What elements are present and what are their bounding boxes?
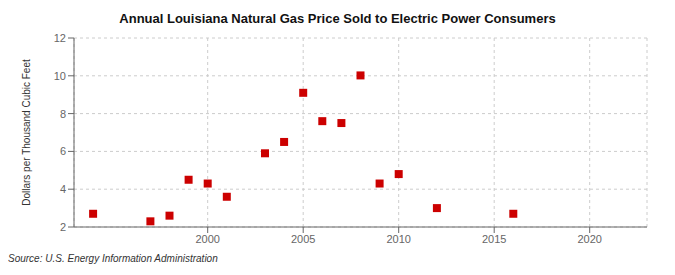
svg-text:6: 6	[60, 145, 66, 157]
svg-text:10: 10	[54, 70, 66, 82]
svg-text:12: 12	[54, 32, 66, 44]
svg-text:2: 2	[60, 221, 66, 233]
html-text:Source: U.S. Energy Informatio: Source: U.S. Energy Information Administ…	[8, 253, 218, 264]
svg-text:4: 4	[60, 183, 66, 195]
html-text:Annual Louisiana Natural Gas P: Annual Louisiana Natural Gas Price Sold …	[119, 11, 556, 26]
svg-text:8: 8	[60, 108, 66, 120]
svg-text:Dollars per Thousand Cubic Fee: Dollars per Thousand Cubic Feet	[21, 59, 32, 206]
svg-text:2005: 2005	[291, 233, 315, 245]
svg-text:2010: 2010	[386, 233, 410, 245]
svg-text:2015: 2015	[482, 233, 506, 245]
svg-text:2000: 2000	[195, 233, 219, 245]
svg-text:2020: 2020	[577, 233, 601, 245]
